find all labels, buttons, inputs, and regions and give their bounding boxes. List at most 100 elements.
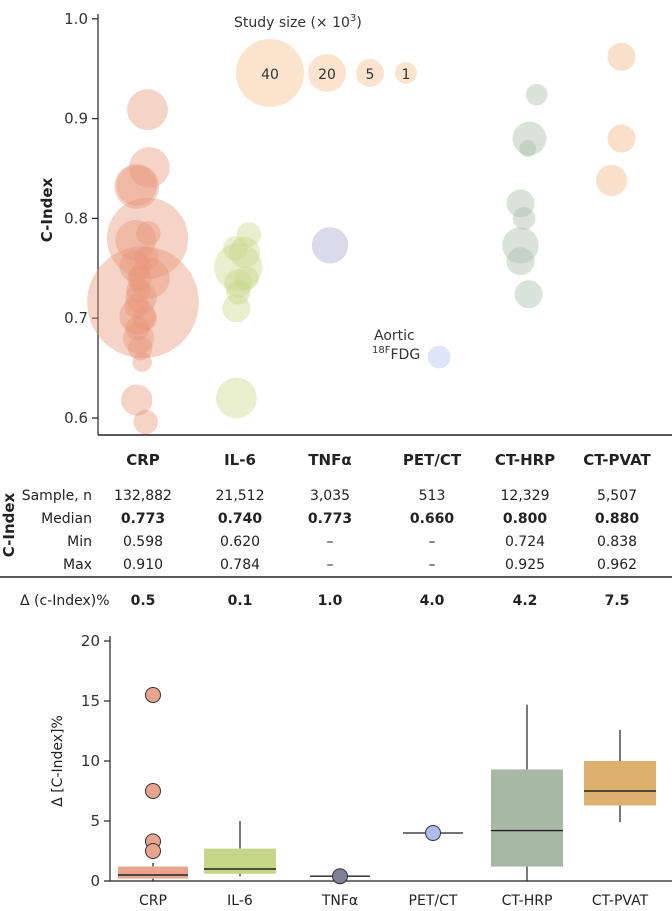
study-size-legend: Study size (× 103) 40 20 5 1 — [234, 13, 417, 107]
box-il-6 — [204, 848, 276, 874]
table-cell: 5,507 — [597, 488, 637, 504]
bottom-category-label-crp: CRP — [139, 893, 167, 909]
legend-bubbles: 40 20 5 1 — [236, 39, 417, 107]
table-cell: 0.773 — [308, 511, 352, 527]
table-cell: 21,512 — [216, 488, 265, 504]
category-label-pet-ct: PET/CT — [403, 451, 462, 469]
table-row-label: Max — [63, 557, 92, 573]
bubble-il-6 — [236, 222, 262, 247]
table-cell: 0.598 — [123, 534, 163, 550]
table-row-label: Median — [41, 511, 92, 527]
table-cell: 0.620 — [220, 534, 260, 550]
bottom-y-tick-label: 15 — [81, 692, 100, 710]
outlier-point-crp — [145, 783, 161, 799]
delta-cell: 0.5 — [131, 593, 156, 609]
outlier-point-crp — [145, 687, 161, 703]
bubble-ct-hrp — [514, 280, 543, 309]
bubble-ct-hrp — [506, 247, 535, 276]
bubble-crp — [119, 298, 156, 335]
category-label-crp: CRP — [126, 451, 160, 469]
bubble-crp — [121, 384, 153, 416]
bubble-il-6 — [222, 294, 251, 323]
bubble-crp — [125, 315, 150, 341]
bubble-ct-pvat — [596, 164, 628, 197]
bubble-crp — [116, 165, 158, 206]
bubble-tnf — [311, 227, 349, 264]
bubble-crp — [127, 89, 168, 131]
box-ct-pvat — [584, 761, 656, 806]
bottom-category-label-ct-hrp: CT-HRP — [502, 893, 553, 909]
legend-bubble-label: 1 — [402, 67, 411, 83]
table-cell: 0.724 — [505, 534, 545, 550]
legend-bubble — [236, 39, 304, 107]
bottom-y-tick-label: 10 — [81, 752, 100, 770]
table-row-label: Sample, n — [22, 488, 92, 504]
top-y-tick-label: 0.9 — [64, 110, 88, 128]
bubble-ct-hrp — [506, 189, 535, 218]
bubble-crp — [128, 257, 170, 299]
bottom-category-label-tnf: TNFα — [321, 893, 358, 909]
bubble-ct-hrp — [512, 207, 536, 230]
table-cell: 0.925 — [505, 557, 545, 573]
bubble-il-6 — [234, 266, 259, 291]
table-cell: – — [327, 557, 334, 573]
category-label-tnf: TNFα — [308, 451, 351, 469]
cindex-bubble-chart: C-Index 0.6 0.7 0.8 0.9 1.0 Study size (× 10… — [38, 10, 672, 469]
bubble-crp — [126, 278, 151, 303]
table-cell: 0.838 — [597, 534, 637, 550]
delta-cell: 4.2 — [513, 593, 538, 609]
legend-bubble — [356, 59, 384, 87]
bubble-crp — [125, 281, 157, 313]
top-y-tick-label: 0.8 — [64, 209, 88, 227]
table-cell: 0.660 — [410, 511, 455, 527]
bottom-y-axis-label: Δ [C-Index]% — [50, 715, 66, 807]
top-y-tick-label: 0.6 — [64, 409, 88, 427]
category-label-il-6: IL-6 — [224, 451, 256, 469]
outlier-point-tnf — [332, 868, 348, 885]
delta-cell: 1.0 — [318, 593, 343, 609]
bottom-y-ticks: 0 5 10 15 20 — [81, 632, 110, 890]
table-cell: – — [327, 534, 334, 550]
top-category-labels: CRP IL-6 TNFα PET/CT CT-HRP CT-PVAT — [126, 451, 651, 469]
cindex-summary-table: C-Index Sample, n 132,882 21,512 3,035 513 12… — [0, 488, 672, 609]
bubble-crp — [114, 164, 160, 209]
top-y-tick-label: 0.7 — [64, 309, 88, 327]
bubble-crp — [127, 266, 152, 291]
delta-cell: 4.0 — [420, 593, 445, 609]
legend-title: Study size (× 103) — [234, 13, 362, 31]
top-y-axis-label: C-Index — [38, 177, 56, 242]
bubble-ct-pvat — [607, 124, 636, 153]
table-cell: 0.800 — [503, 511, 548, 527]
legend-bubble — [308, 54, 346, 92]
table-cell: 0.880 — [595, 511, 640, 527]
legend-bubble — [395, 62, 417, 84]
legend-bubble-label: 5 — [366, 67, 375, 83]
legend-bubble-label: 40 — [261, 67, 279, 83]
bubble-crp — [122, 322, 155, 354]
category-label-ct-pvat: CT-PVAT — [583, 451, 651, 469]
aortic-fdg-annotation: Aortic 18FFDG — [372, 328, 420, 363]
table-rows: Sample, n 132,882 21,512 3,035 513 12,329 5,50… — [22, 488, 640, 573]
outlier-point-crp — [145, 843, 161, 859]
bubble-il-6 — [224, 269, 253, 298]
top-y-tick-label: 1.0 — [64, 10, 88, 28]
bubble-crp — [132, 306, 157, 331]
delta-cell: 0.1 — [228, 593, 253, 609]
table-cell: 0.962 — [597, 557, 637, 573]
table-cell: 0.910 — [123, 557, 163, 573]
bottom-category-labels: CRP IL-6 TNFα PET/CT CT-HRP CT-PVAT — [139, 893, 649, 909]
bubble-crp — [132, 352, 152, 372]
table-cell: 0.773 — [121, 511, 165, 527]
boxes — [118, 687, 656, 885]
bubble-crp — [124, 294, 149, 319]
bubble-pet-ct — [427, 345, 451, 369]
bubbles — [87, 42, 636, 435]
table-row-label: Min — [67, 534, 92, 550]
bubble-crp — [106, 197, 189, 280]
box-ct-hrp — [491, 769, 563, 867]
delta-row-label: Δ (c-Index)% — [20, 593, 110, 609]
table-cell: 132,882 — [114, 488, 172, 504]
table-cell: 12,329 — [501, 488, 550, 504]
annotation-line1: Aortic — [374, 328, 415, 344]
